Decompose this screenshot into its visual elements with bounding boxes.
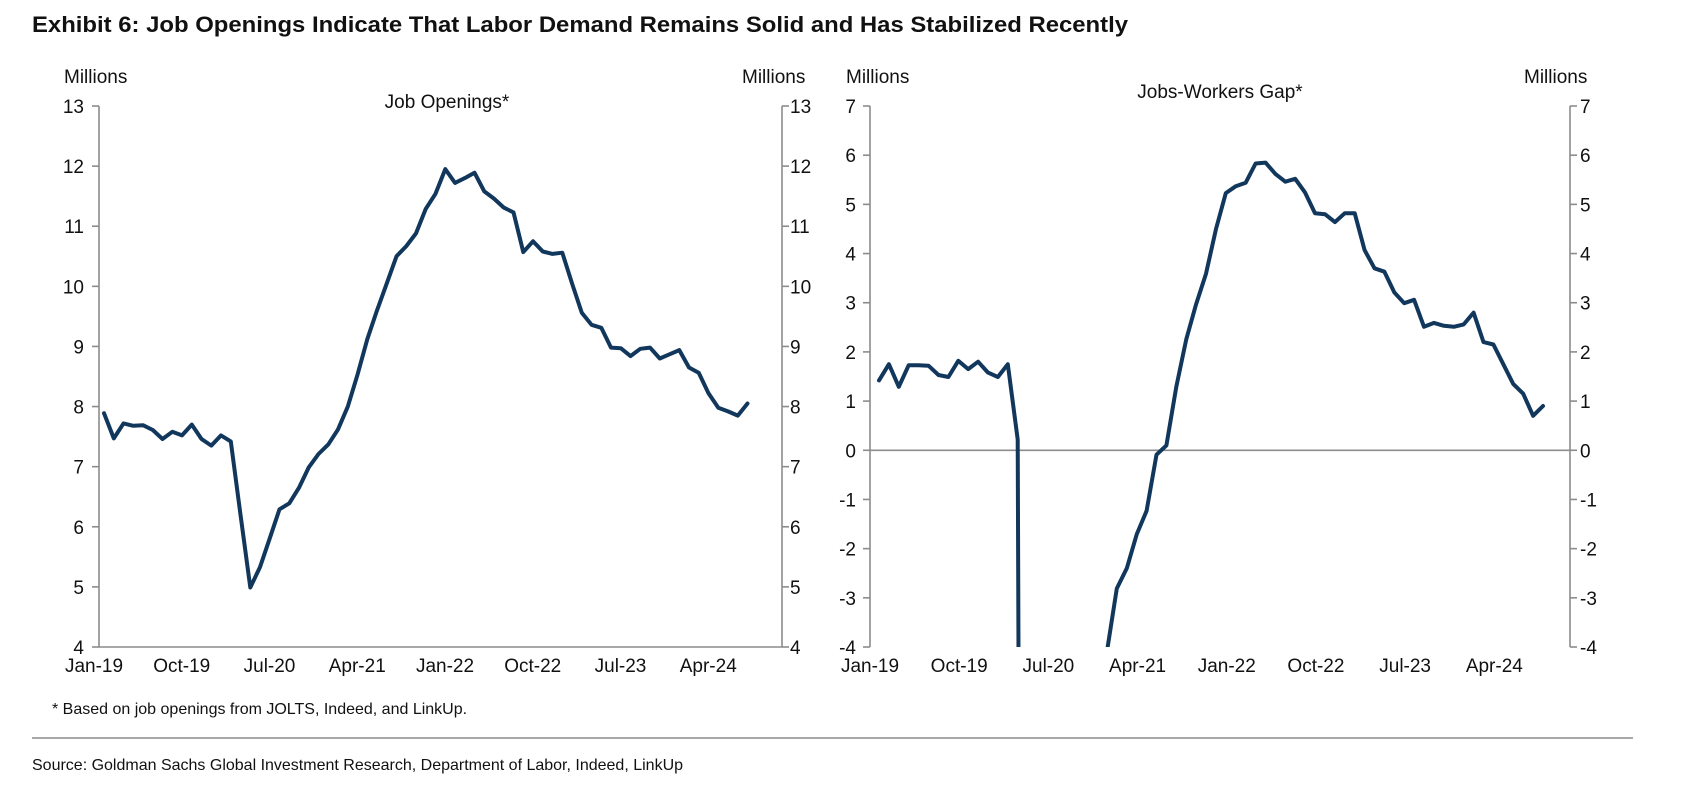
left-y-tick-label: -1 <box>839 490 856 511</box>
left-y-tick-label: 4 <box>845 245 856 266</box>
x-tick-label: Jul-23 <box>1379 656 1431 677</box>
x-tick-label: Jul-23 <box>595 656 647 677</box>
left-y-tick-label: 4 <box>73 638 84 659</box>
right-y-tick-label: 11 <box>790 217 810 238</box>
right-y-tick-label: 0 <box>1580 441 1591 462</box>
x-tick-label: Apr-21 <box>1109 656 1166 677</box>
left-y-tick-label: 7 <box>845 97 856 118</box>
left-y-tick-label: -2 <box>839 540 856 561</box>
left-y-tick-label: 2 <box>845 343 856 364</box>
left-axis-unit: Millions <box>64 67 127 88</box>
chart-title: Jobs-Workers Gap* <box>1137 82 1303 103</box>
x-tick-label: Jan-19 <box>65 656 123 677</box>
left-y-tick-label: 1 <box>845 392 856 413</box>
left-y-tick-label: 3 <box>845 294 856 315</box>
left-y-tick-label: 8 <box>73 398 84 419</box>
right-y-tick-label: 1 <box>1580 392 1591 413</box>
right-y-tick-label: 12 <box>790 157 811 178</box>
right-y-tick-label: 3 <box>1580 294 1591 315</box>
left-y-tick-label: 9 <box>73 337 84 358</box>
right-y-tick-label: 7 <box>1580 97 1591 118</box>
left-y-tick-label: 5 <box>845 195 856 216</box>
left-axis-unit: Millions <box>846 67 909 88</box>
x-tick-label: Oct-22 <box>1287 656 1344 677</box>
left-y-tick-label: 10 <box>63 277 84 298</box>
right-y-tick-label: -2 <box>1580 540 1597 561</box>
left-y-tick-label: 0 <box>845 441 856 462</box>
chart-title: Job Openings* <box>385 92 510 113</box>
right-y-tick-label: 5 <box>790 578 801 599</box>
right-y-tick-label: 8 <box>790 398 801 419</box>
x-tick-label: Apr-24 <box>680 656 737 677</box>
right-y-tick-label: 4 <box>790 638 801 659</box>
right-y-tick-label: -3 <box>1580 589 1597 610</box>
right-y-tick-label: 4 <box>1580 245 1591 266</box>
x-tick-label: Oct-22 <box>504 656 561 677</box>
left-y-tick-label: 6 <box>845 146 856 167</box>
x-tick-label: Apr-24 <box>1466 656 1523 677</box>
right-y-tick-label: 6 <box>790 518 801 539</box>
left-y-tick-label: 11 <box>64 217 84 238</box>
right-y-tick-label: 9 <box>790 337 801 358</box>
right-y-tick-label: 7 <box>790 458 801 479</box>
job-openings-chart: Millions Millions Job Openings* 13 13 12 12… <box>63 67 811 677</box>
left-y-tick-label: 5 <box>73 578 84 599</box>
x-tick-label: Apr-21 <box>329 656 386 677</box>
x-tick-label: Jul-20 <box>1023 656 1075 677</box>
series-line <box>102 167 750 590</box>
right-axis-unit: Millions <box>1524 67 1587 88</box>
left-y-tick-label: 6 <box>73 518 84 539</box>
x-tick-label: Oct-19 <box>931 656 988 677</box>
x-tick-label: Jan-22 <box>1198 656 1256 677</box>
right-y-tick-label: 5 <box>1580 195 1591 216</box>
x-tick-label: Jan-22 <box>416 656 474 677</box>
x-tick-label: Oct-19 <box>153 656 210 677</box>
exhibit-title: Exhibit 6: Job Openings Indicate That La… <box>32 12 1129 37</box>
right-axis-unit: Millions <box>742 67 805 88</box>
right-y-tick-label: 13 <box>790 97 811 118</box>
left-y-tick-label: 7 <box>73 458 84 479</box>
left-y-tick-label: 12 <box>63 157 84 178</box>
series-line <box>877 160 1545 647</box>
right-y-tick-label: 10 <box>790 277 811 298</box>
left-y-tick-label: -3 <box>839 589 856 610</box>
right-y-tick-label: 2 <box>1580 343 1591 364</box>
source-note: Source: Goldman Sachs Global Investment … <box>32 757 683 774</box>
right-y-tick-label: -4 <box>1580 638 1597 659</box>
footnote: * Based on job openings from JOLTS, Inde… <box>52 701 467 718</box>
left-y-tick-label: -4 <box>839 638 856 659</box>
x-tick-label: Jul-20 <box>244 656 296 677</box>
left-y-tick-label: 13 <box>63 97 84 118</box>
right-y-tick-label: -1 <box>1580 490 1597 511</box>
jobs-workers-gap-chart: Millions Millions Jobs-Workers Gap* 7 7 6 6… <box>839 67 1597 677</box>
x-tick-label: Jan-19 <box>841 656 899 677</box>
right-y-tick-label: 6 <box>1580 146 1591 167</box>
